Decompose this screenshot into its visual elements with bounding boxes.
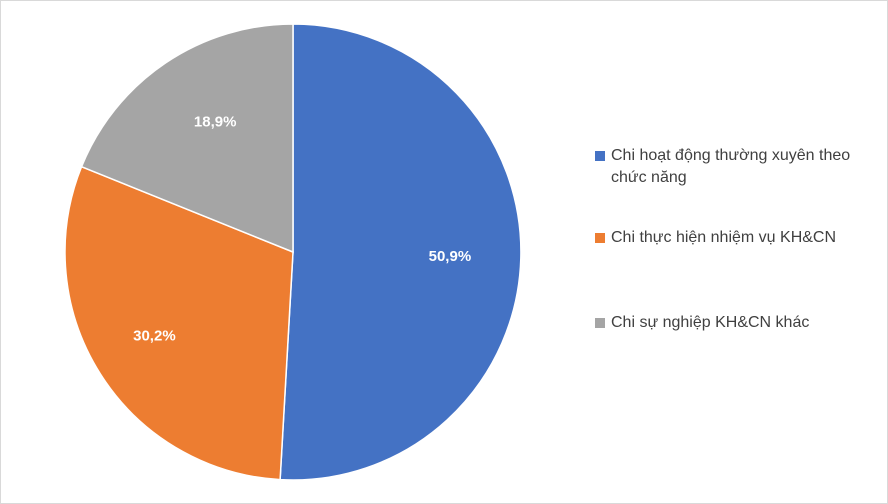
- legend-label-2: Chi thực hiện nhiệm vụ KH&CN: [611, 229, 837, 246]
- legend-item-1: Chi hoạt động thường xuyên theo chức năn…: [595, 145, 880, 189]
- data-label-3: 18,9%: [194, 113, 237, 130]
- legend-swatch-3: [595, 318, 605, 328]
- pie-slice-1: [279, 23, 522, 481]
- legend-swatch-1: [595, 151, 605, 161]
- legend-item-2: Chi thực hiện nhiệm vụ KH&CN: [595, 227, 880, 249]
- legend-label-1: Chi hoạt động thường xuyên theo chức năn…: [611, 147, 851, 186]
- data-label-1: 50,9%: [429, 248, 472, 265]
- pie-slice-3: [80, 23, 294, 254]
- pie-slice-2: [64, 165, 294, 481]
- legend-item-3: Chi sự nghiệp KH&CN khác: [595, 312, 880, 334]
- data-labels: 50,9% 30,2% 18,9%: [133, 113, 471, 344]
- data-label-2: 30,2%: [133, 328, 176, 345]
- legend-label-3: Chi sự nghiệp KH&CN khác: [611, 314, 810, 331]
- legend-swatch-2: [595, 233, 605, 243]
- pie-slices: [64, 23, 522, 481]
